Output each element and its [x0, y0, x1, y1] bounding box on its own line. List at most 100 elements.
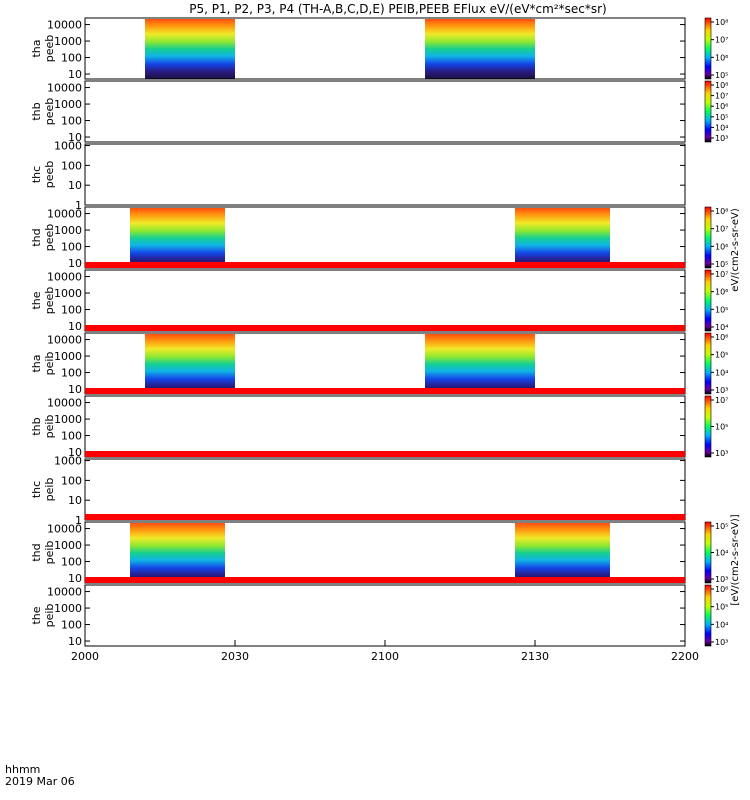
colorbar: [704, 521, 712, 584]
y-tick-label: 10000: [47, 82, 82, 95]
y-tick-label: 1000: [54, 413, 82, 426]
y-tick-label: 10000: [47, 271, 82, 284]
colorbar-tick-label: 10⁶: [715, 585, 728, 594]
colorbar-tick-label: 10⁵: [715, 423, 728, 432]
y-tick-label: 1000: [54, 35, 82, 48]
panel-frame: [84, 458, 686, 521]
x-tick-label: 2100: [371, 650, 399, 663]
colorbar-tick-label: 10³: [715, 134, 728, 143]
panel-frame: [84, 269, 686, 332]
colorbar-tick-label: 10⁸: [715, 207, 728, 216]
y-tick-label: 10: [68, 635, 82, 648]
colorbar-tick-label: 10³: [715, 575, 728, 584]
colorbar-tick-label: 10⁵: [715, 522, 728, 531]
y-tick-label: 10: [68, 131, 82, 144]
panel-frame: [84, 143, 686, 206]
colorbar: [704, 80, 712, 143]
colorbar-tick-label: 10⁴: [715, 368, 728, 377]
spectrogram-block: [145, 334, 235, 394]
y-tick-label: 1000: [54, 140, 82, 153]
y-tick-label: 100: [61, 619, 82, 632]
x-tick-label: 2130: [521, 650, 549, 663]
panel-label-product: peeb: [43, 287, 56, 315]
status-bar: [85, 577, 685, 583]
cbar-label-peib: [eV/(cm2-s-sr-eV)]: [730, 514, 741, 605]
panel-thb-peib: 10 100 1000 10000 thb peib 10³ 10⁵ 10⁷: [30, 388, 728, 459]
spectrogram-block: [515, 208, 610, 268]
panel-frame: [84, 80, 686, 143]
panel-label-probe: thd: [30, 543, 43, 561]
x-tick-label: 2200: [671, 650, 699, 663]
colorbar-tick-label: 10⁸: [715, 81, 728, 90]
y-tick-label: 100: [61, 159, 82, 172]
status-bar: [85, 451, 685, 457]
colorbar: [704, 17, 712, 80]
panel-tha-peib: 10 100 1000 10000 tha peib 10³ 10⁴ 10⁵ 10⁶: [30, 325, 728, 396]
colorbar-tick-label: 10⁵: [715, 351, 728, 360]
x-label-date: 2019 Mar 06: [5, 775, 75, 788]
colorbar: [704, 584, 712, 647]
y-tick-label: 1000: [54, 455, 82, 468]
spectrogram-block: [145, 19, 235, 79]
y-tick-label: 1000: [54, 539, 82, 552]
y-tick-label: 100: [61, 241, 82, 254]
colorbar: [704, 269, 712, 332]
y-tick-label: 10: [68, 320, 82, 333]
y-tick-label: 10: [68, 572, 82, 585]
colorbar-tick-label: 10⁵: [715, 113, 728, 122]
y-tick-label: 100: [61, 304, 82, 317]
panel-label-product: peib: [43, 352, 56, 376]
colorbar-tick-label: 10⁶: [715, 242, 728, 251]
colorbar-tick-label: 10⁷: [715, 396, 728, 405]
panel-label-product: peeb: [43, 98, 56, 126]
x-axis: 2000 2030 2100 2130 2200: [71, 640, 699, 663]
panel-thc-peib: 1 10 100 1000 thc peib: [30, 451, 686, 527]
y-tick-label: 100: [61, 556, 82, 569]
y-tick-label: 10000: [47, 397, 82, 410]
x-label-hhmm: hhmm: [5, 763, 40, 776]
y-tick-label: 100: [61, 474, 82, 487]
panel-label-probe: thb: [30, 417, 43, 435]
panel-tha-peeb: 10 100 1000 10000 tha peeb 10⁵ 10⁶ 10⁷ 10⁸: [30, 17, 728, 81]
status-bar: [85, 325, 685, 331]
colorbar: [704, 395, 712, 458]
panel-label-probe: thc: [30, 166, 43, 183]
panel-label-probe: tha: [30, 354, 43, 372]
colorbar-tick-label: 10³: [715, 449, 728, 458]
y-tick-label: 100: [61, 115, 82, 128]
panel-label-probe: tha: [30, 39, 43, 57]
colorbar-tick-label: 10⁵: [715, 260, 728, 269]
panel-label-product: peib: [43, 604, 56, 628]
colorbar-tick-label: 10⁷: [715, 270, 728, 279]
panel-label-product: peib: [43, 541, 56, 565]
y-tick-label: 1000: [54, 287, 82, 300]
colorbar-tick-label: 10³: [715, 638, 728, 647]
colorbar-tick-label: 10⁷: [715, 225, 728, 234]
spectrogram-block: [130, 208, 225, 268]
colorbar-tick-label: 10⁸: [715, 18, 728, 27]
x-tick-label: 2030: [221, 650, 249, 663]
panel-label-product: peib: [43, 478, 56, 502]
y-tick-label: 10: [68, 179, 82, 192]
y-tick-label: 1000: [54, 98, 82, 111]
panel-thd-peib: 10 100 1000 10000 thd peib 10³ 10⁴ 10⁵: [30, 514, 728, 585]
y-tick-label: 10: [68, 446, 82, 459]
y-tick-label: 10000: [47, 208, 82, 221]
colorbar: [704, 332, 712, 395]
panel-label-product: peib: [43, 415, 56, 439]
y-tick-label: 100: [61, 430, 82, 443]
y-tick-label: 10: [68, 383, 82, 396]
spectrogram-block: [515, 523, 610, 583]
status-bar: [85, 514, 685, 520]
colorbar-tick-label: 10⁷: [715, 36, 728, 45]
y-tick-label: 10000: [47, 334, 82, 347]
colorbar-tick-label: 10⁵: [715, 603, 728, 612]
colorbar-tick-label: 10⁴: [715, 620, 728, 629]
panel-label-probe: thc: [30, 481, 43, 498]
panel-label-probe: thd: [30, 228, 43, 246]
y-tick-label: 100: [61, 367, 82, 380]
panel-thc-peeb: 1 10 100 1000 thc peeb: [30, 140, 686, 212]
